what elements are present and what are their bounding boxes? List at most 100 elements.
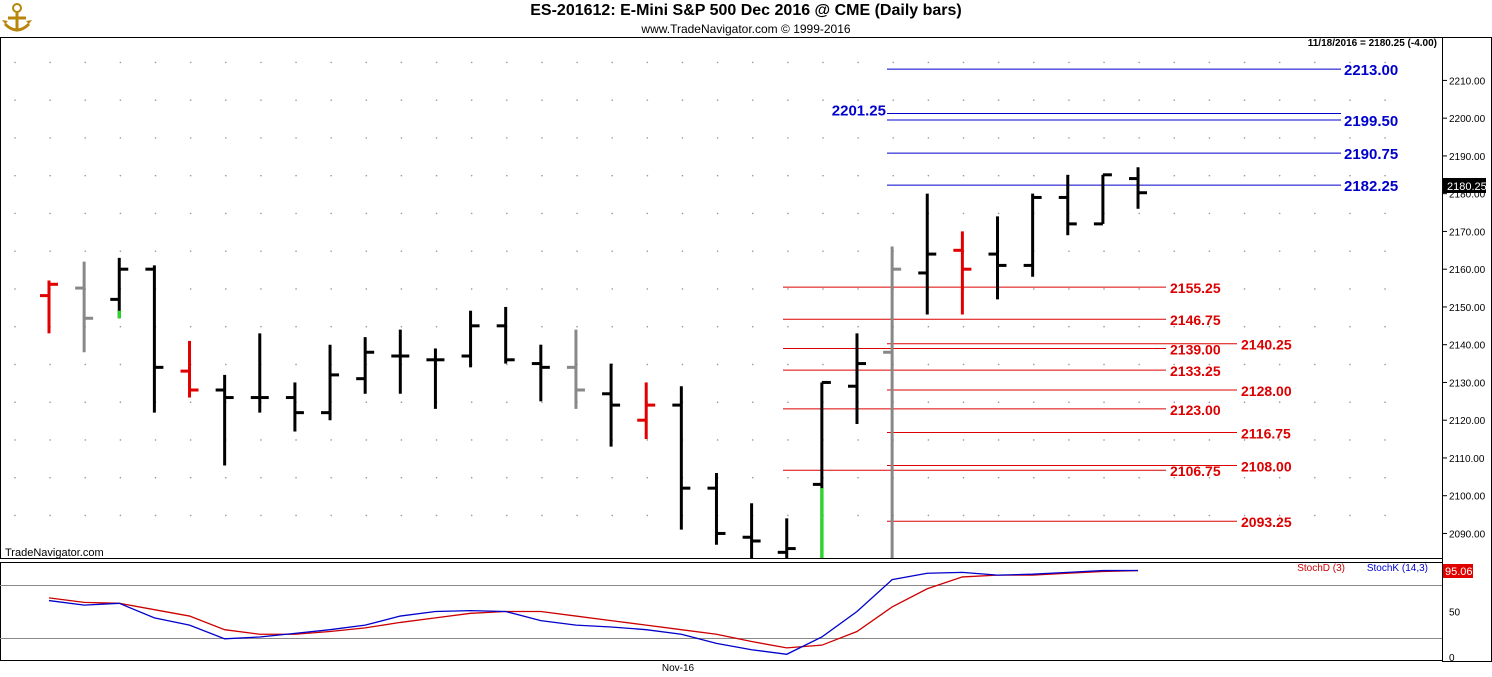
grid-dot xyxy=(1314,174,1316,177)
grid-dot xyxy=(751,137,754,139)
grid-dot xyxy=(330,288,332,290)
grid-dot xyxy=(1243,288,1246,290)
grid-dot xyxy=(927,61,930,64)
grid-dot xyxy=(1384,363,1386,366)
grid-dot xyxy=(1032,476,1035,479)
grid-dot xyxy=(1173,439,1176,441)
grid-dot xyxy=(1173,363,1176,366)
chart-subtitle: www.TradeNavigator.com © 1999-2016 xyxy=(641,22,851,36)
grid-dot xyxy=(330,325,332,328)
grid-dot xyxy=(681,288,684,290)
grid-dot xyxy=(646,137,649,139)
red-level-label: 2139.00 xyxy=(1170,341,1221,357)
grid-dot xyxy=(1173,174,1176,177)
grid-dot xyxy=(787,99,789,101)
grid-dot xyxy=(541,476,543,479)
grid-dot xyxy=(435,514,438,517)
grid-dot xyxy=(611,137,614,139)
grid-dot xyxy=(295,439,297,441)
grid-dot xyxy=(646,250,649,252)
grid-dot xyxy=(1138,514,1140,517)
grid-dot xyxy=(927,174,930,177)
grid-dot xyxy=(1138,61,1140,64)
grid-dot xyxy=(435,288,438,290)
grid-dot xyxy=(857,514,859,517)
grid-dot xyxy=(962,325,965,328)
grid-dot xyxy=(84,212,87,215)
grid-dot xyxy=(716,439,719,441)
grid-dot xyxy=(1349,476,1351,479)
grid-dot xyxy=(1349,325,1351,328)
grid-dot xyxy=(751,363,754,366)
grid-dot xyxy=(330,439,332,441)
y-tick-label: 2190.00 xyxy=(1449,152,1486,163)
grid-dot xyxy=(84,476,87,479)
grid-dot xyxy=(435,250,438,252)
grid-dot xyxy=(119,325,122,328)
grid-dot xyxy=(295,476,297,479)
grid-dot xyxy=(751,325,754,328)
grid-dot xyxy=(435,99,438,101)
grid-dot xyxy=(927,137,930,139)
grid-dot xyxy=(435,212,438,215)
grid-dot xyxy=(365,250,368,252)
grid-dot xyxy=(1384,325,1386,328)
grid-dot xyxy=(716,212,719,215)
grid-dot xyxy=(295,99,297,101)
grid-dot xyxy=(962,476,965,479)
grid-dot xyxy=(119,212,122,215)
grid-dot xyxy=(119,99,122,101)
grid-dot xyxy=(470,99,473,101)
grid-dot xyxy=(857,325,859,328)
red-level-label: 2128.00 xyxy=(1241,383,1292,399)
grid-dot xyxy=(435,476,438,479)
grid-dot xyxy=(400,401,403,403)
grid-dot xyxy=(646,61,649,64)
grid-dot xyxy=(716,174,719,177)
grid-dot xyxy=(330,174,332,177)
grid-dot xyxy=(295,288,297,290)
grid-dot xyxy=(84,514,87,517)
grid-dot xyxy=(787,439,789,441)
grid-dot xyxy=(1068,439,1070,441)
grid-dot xyxy=(857,250,859,252)
grid-dot xyxy=(1384,476,1386,479)
grid-dot xyxy=(365,61,368,64)
grid-dot xyxy=(506,212,508,215)
grid-dot xyxy=(1208,401,1211,403)
grid-dot xyxy=(400,174,403,177)
grid-dot xyxy=(1243,325,1246,328)
y-tick-label: 2130.00 xyxy=(1449,378,1486,389)
grid-dot xyxy=(400,137,403,139)
grid-dot xyxy=(84,439,87,441)
red-level-label: 2155.25 xyxy=(1170,280,1221,296)
grid-dot xyxy=(962,212,965,215)
grid-dot xyxy=(541,212,543,215)
grid-dot xyxy=(997,212,1000,215)
grid-dot xyxy=(646,363,649,366)
grid-dot xyxy=(1384,99,1386,101)
grid-dot xyxy=(119,401,122,403)
grid-dot xyxy=(1208,137,1211,139)
stoch-panel-frame xyxy=(0,562,1443,661)
grid-dot xyxy=(681,174,684,177)
grid-dot xyxy=(506,363,508,366)
grid-dot xyxy=(470,288,473,290)
grid-dot xyxy=(1278,250,1281,252)
grid-dot xyxy=(84,61,87,64)
grid-dot xyxy=(260,212,262,215)
blue-level-label: 2182.25 xyxy=(1344,178,1398,195)
grid-dot xyxy=(997,99,1000,101)
grid-dot xyxy=(787,174,789,177)
y-tick-label: 2200.00 xyxy=(1449,114,1486,125)
last-price-tag-bg xyxy=(1443,178,1486,193)
grid-dot xyxy=(1138,325,1140,328)
grid-dot xyxy=(1384,288,1386,290)
grid-dot xyxy=(822,325,824,328)
grid-dot xyxy=(470,174,473,177)
grid-dot xyxy=(611,99,614,101)
grid-dot xyxy=(365,439,368,441)
grid-dot xyxy=(997,61,1000,64)
grid-dot xyxy=(154,174,157,177)
